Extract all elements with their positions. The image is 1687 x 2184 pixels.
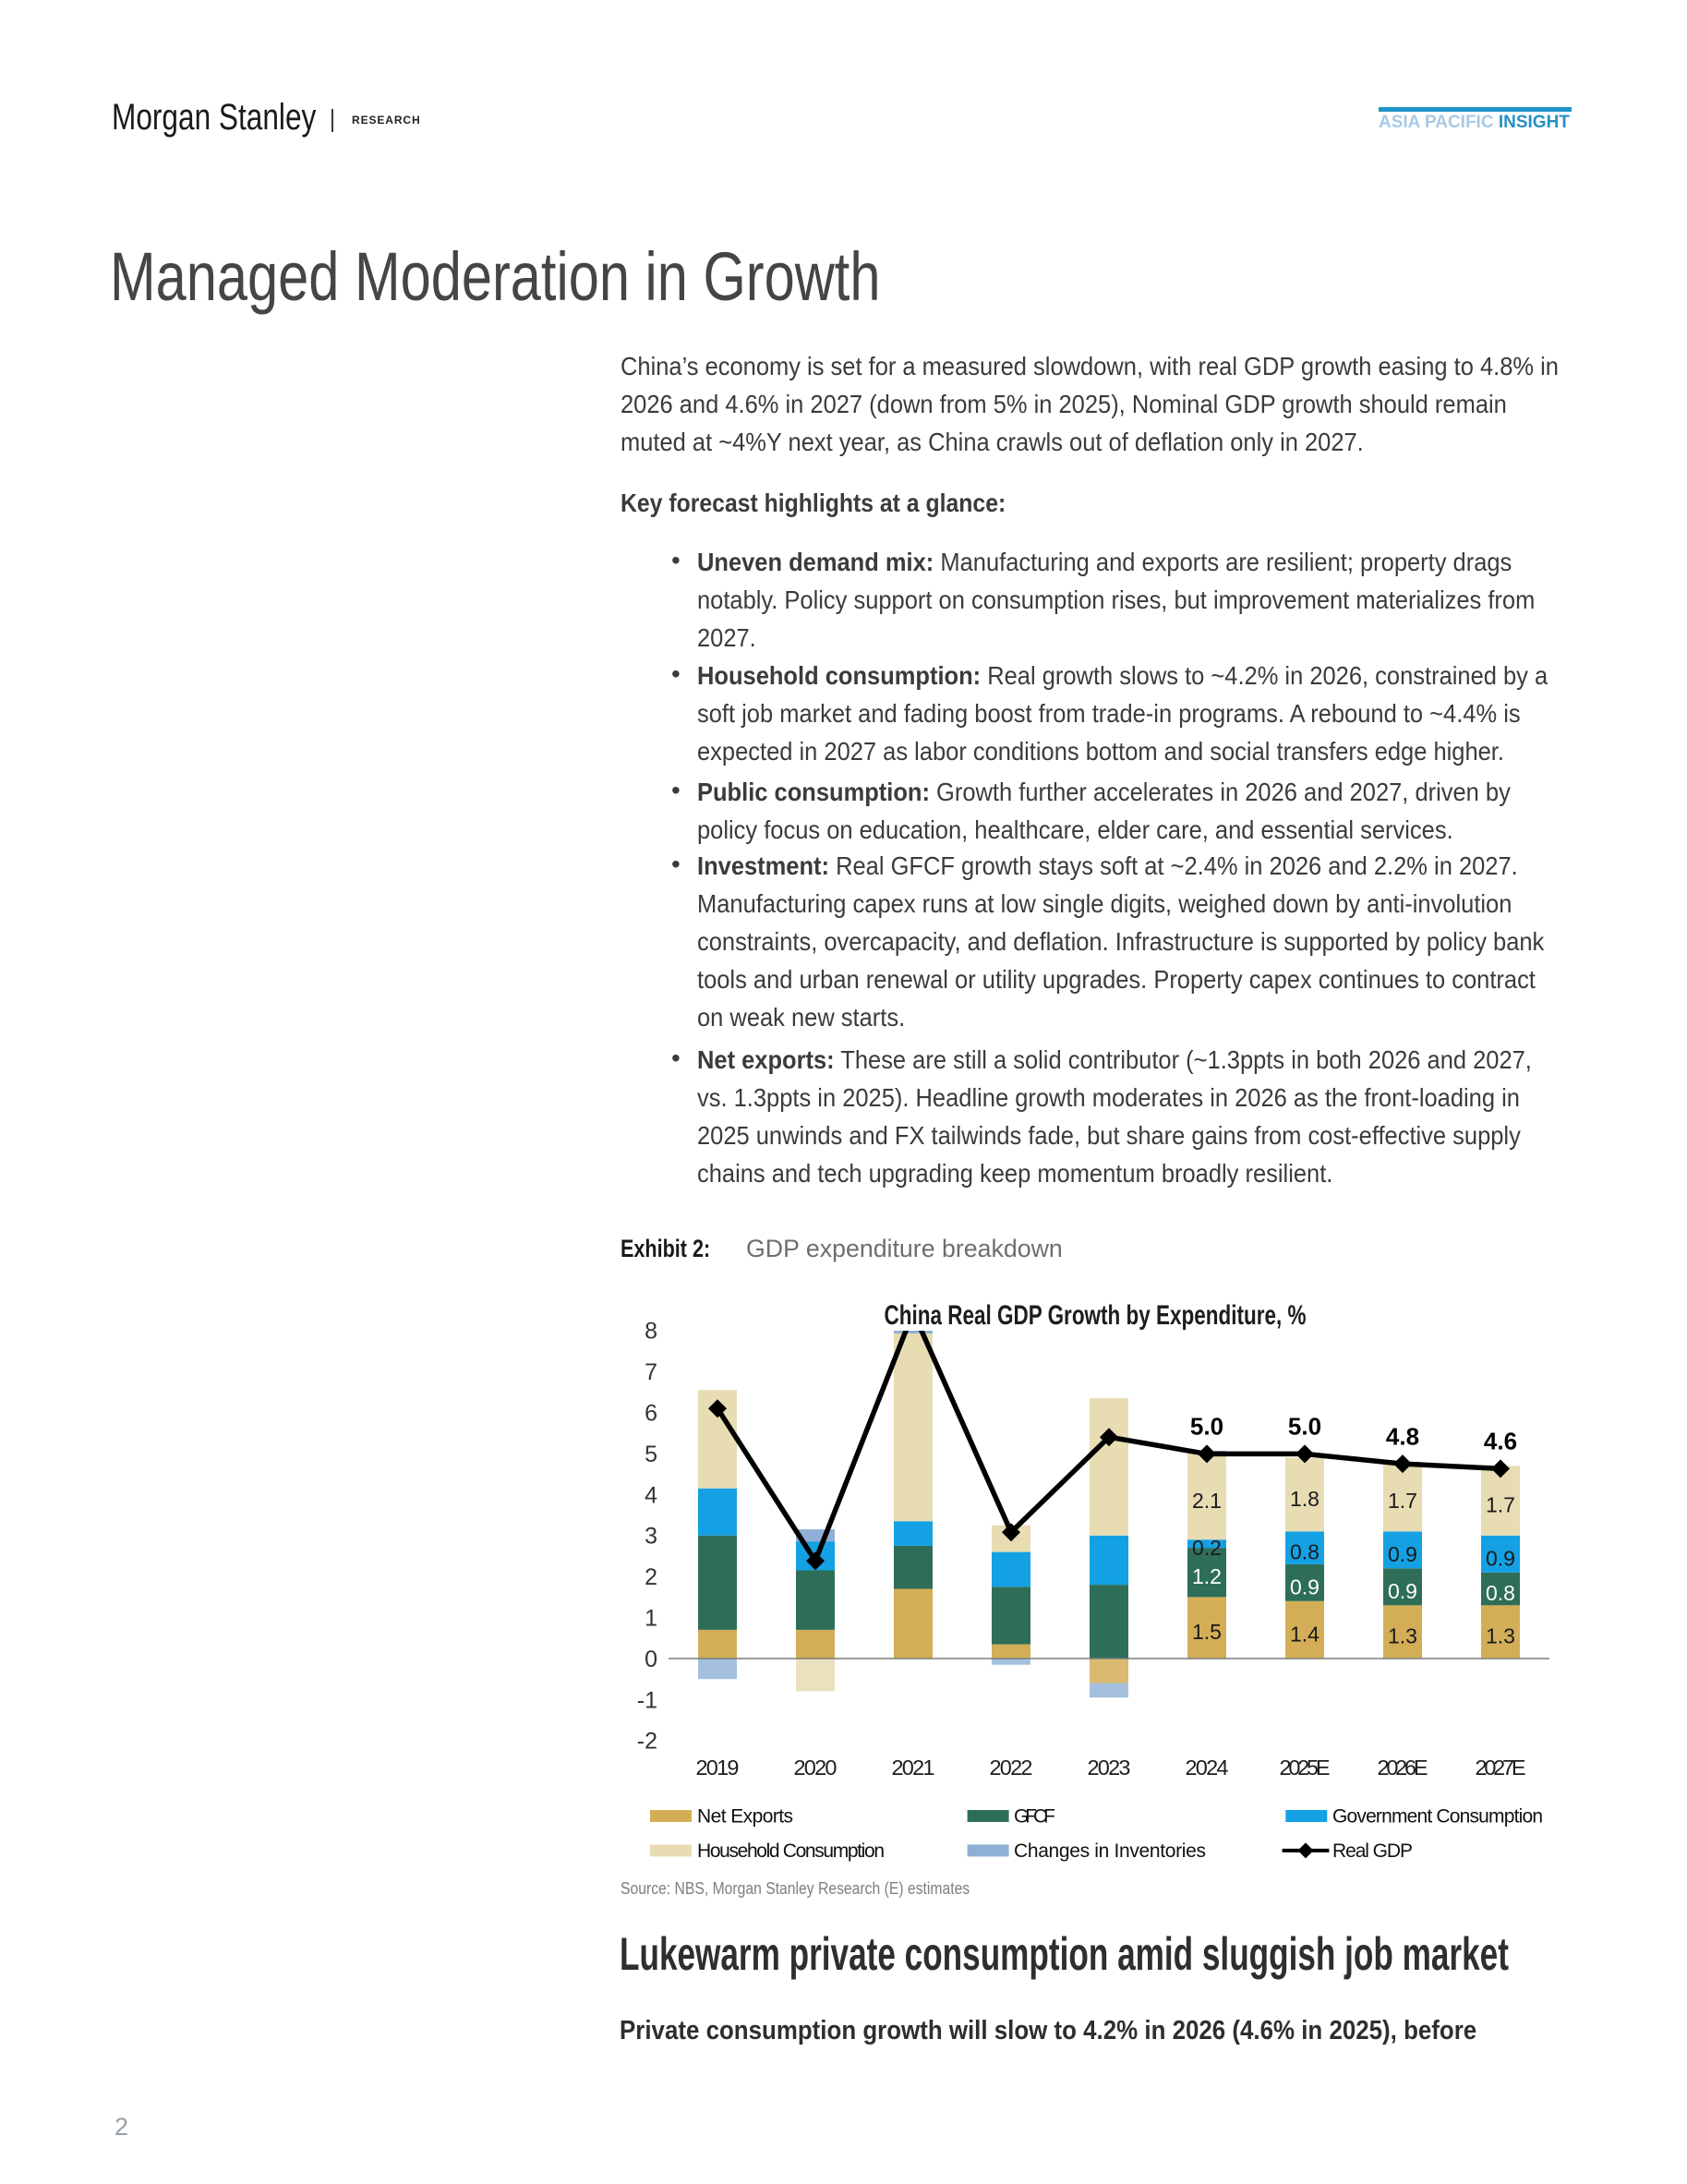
svg-text:8: 8 bbox=[645, 1319, 657, 1345]
svg-text:Real GDP: Real GDP bbox=[1332, 1840, 1413, 1862]
svg-text:0.9: 0.9 bbox=[1486, 1546, 1515, 1570]
svg-text:1.7: 1.7 bbox=[1388, 1489, 1417, 1513]
svg-text:2021: 2021 bbox=[892, 1756, 935, 1780]
svg-text:5: 5 bbox=[645, 1442, 657, 1467]
svg-text:1.7: 1.7 bbox=[1486, 1493, 1515, 1517]
svg-text:7: 7 bbox=[645, 1359, 657, 1385]
svg-text:4.8: 4.8 bbox=[1386, 1422, 1419, 1450]
svg-text:2025E: 2025E bbox=[1280, 1756, 1331, 1780]
svg-text:-2: -2 bbox=[637, 1729, 657, 1755]
svg-text:0.9: 0.9 bbox=[1388, 1542, 1417, 1566]
svg-text:Government Consumption: Government Consumption bbox=[1332, 1806, 1543, 1828]
svg-text:2022: 2022 bbox=[990, 1756, 1033, 1780]
svg-text:0.8: 0.8 bbox=[1290, 1540, 1319, 1564]
svg-text:2.1: 2.1 bbox=[1192, 1489, 1222, 1513]
svg-text:2027E: 2027E bbox=[1476, 1756, 1526, 1780]
svg-text:1.5: 1.5 bbox=[1192, 1620, 1222, 1644]
svg-text:0.9: 0.9 bbox=[1290, 1575, 1319, 1599]
svg-text:2024: 2024 bbox=[1186, 1756, 1229, 1780]
svg-text:Household Consumption: Household Consumption bbox=[697, 1840, 885, 1862]
svg-text:2020: 2020 bbox=[794, 1756, 837, 1780]
svg-text:1.8: 1.8 bbox=[1290, 1487, 1319, 1511]
svg-text:4: 4 bbox=[645, 1482, 657, 1508]
svg-text:-1: -1 bbox=[637, 1687, 657, 1713]
svg-text:GFCF: GFCF bbox=[1014, 1806, 1055, 1828]
svg-text:1: 1 bbox=[645, 1606, 657, 1632]
svg-text:4.6: 4.6 bbox=[1484, 1428, 1517, 1455]
svg-text:0.8: 0.8 bbox=[1486, 1581, 1515, 1605]
svg-text:1.3: 1.3 bbox=[1388, 1624, 1417, 1648]
svg-text:2019: 2019 bbox=[696, 1756, 740, 1780]
svg-text:Net Exports: Net Exports bbox=[697, 1806, 793, 1828]
svg-text:2023: 2023 bbox=[1088, 1756, 1131, 1780]
svg-text:1.4: 1.4 bbox=[1290, 1622, 1319, 1646]
svg-text:0.2: 0.2 bbox=[1192, 1536, 1222, 1560]
svg-text:Changes in Inventories: Changes in Inventories bbox=[1014, 1840, 1206, 1862]
svg-text:2026E: 2026E bbox=[1378, 1756, 1428, 1780]
svg-text:5.0: 5.0 bbox=[1288, 1412, 1321, 1440]
svg-text:1.3: 1.3 bbox=[1486, 1624, 1515, 1648]
svg-text:1.2: 1.2 bbox=[1192, 1564, 1222, 1588]
svg-text:6: 6 bbox=[645, 1401, 657, 1427]
svg-text:China Real GDP Growth by Expen: China Real GDP Growth by Expenditure, % bbox=[885, 1300, 1307, 1331]
svg-text:3: 3 bbox=[645, 1524, 657, 1550]
svg-text:0: 0 bbox=[645, 1647, 657, 1672]
svg-text:0.9: 0.9 bbox=[1388, 1579, 1417, 1603]
svg-text:2: 2 bbox=[645, 1564, 657, 1590]
svg-text:5.0: 5.0 bbox=[1190, 1412, 1223, 1440]
